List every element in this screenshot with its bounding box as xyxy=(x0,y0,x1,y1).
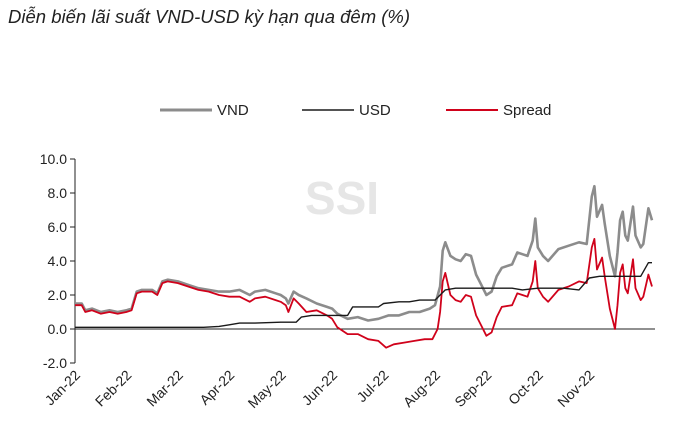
y-tick-label: 4.0 xyxy=(48,253,68,269)
y-tick-label: 10.0 xyxy=(40,151,67,167)
y-tick-label: 2.0 xyxy=(48,287,68,303)
y-tick-label: 8.0 xyxy=(48,185,68,201)
x-tick-label: Oct-22 xyxy=(505,367,546,408)
legend-label-spread: Spread xyxy=(503,102,551,119)
chart-title: Diễn biến lãi suất VND-USD kỳ hạn qua đê… xyxy=(8,6,411,27)
legend-item-usd: USD xyxy=(302,102,391,119)
x-tick-label: Nov-22 xyxy=(554,367,597,410)
legend-label-usd: USD xyxy=(359,102,391,119)
x-tick-label: Mar-22 xyxy=(143,367,186,410)
x-axis-ticks: Jan-22 Feb-22 Mar-22 Apr-22 May-22 Jun-22 Jul-… xyxy=(42,367,598,411)
series-line-usd xyxy=(75,262,652,328)
y-axis-ticks: 10.0 8.0 6.0 4.0 2.0 0.0 -2.0 xyxy=(40,151,75,371)
x-tick-label: May-22 xyxy=(244,367,288,411)
series-lines xyxy=(75,184,654,349)
y-tick-label: 6.0 xyxy=(48,219,68,235)
x-tick-label: Aug-22 xyxy=(400,367,443,410)
series-line-vnd xyxy=(75,184,654,322)
legend-label-vnd: VND xyxy=(217,102,249,119)
x-tick-label: Jan-22 xyxy=(42,367,84,409)
y-tick-label: -2.0 xyxy=(43,355,67,371)
series-line-spread xyxy=(75,237,653,349)
x-tick-label: Jul-22 xyxy=(353,367,391,405)
legend-item-spread: Spread xyxy=(446,102,551,119)
x-tick-label: Jun-22 xyxy=(299,367,341,409)
watermark-text: SSI xyxy=(305,172,379,224)
legend-item-vnd: VND xyxy=(160,102,249,119)
legend: VND USD Spread xyxy=(160,102,551,119)
x-tick-label: Feb-22 xyxy=(92,367,135,410)
y-tick-label: 0.0 xyxy=(48,321,68,337)
x-tick-label: Apr-22 xyxy=(196,367,237,408)
x-tick-label: Sep-22 xyxy=(451,367,494,410)
